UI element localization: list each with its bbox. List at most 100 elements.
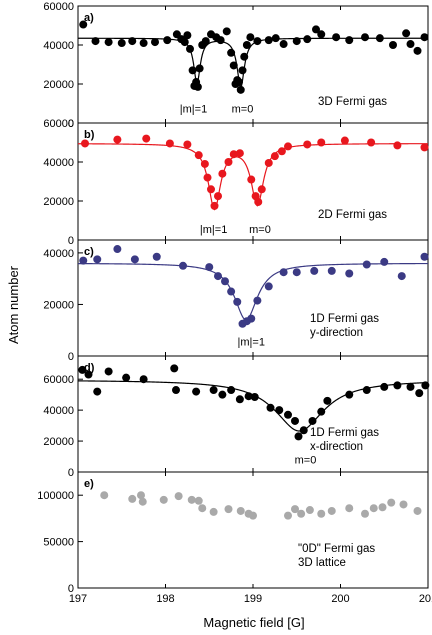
data-point [205, 263, 214, 272]
data-point [104, 38, 113, 47]
y-tick-label: 50000 [43, 537, 74, 549]
data-point [362, 260, 371, 269]
panel-letter: c) [84, 246, 94, 258]
panel-label: x-direction [310, 441, 363, 453]
data-point [180, 38, 189, 47]
data-point [104, 367, 113, 376]
data-point [254, 197, 263, 206]
data-point [214, 272, 222, 281]
panel-letter: b) [84, 129, 95, 141]
data-point [246, 33, 255, 42]
data-point [183, 140, 192, 149]
data-point [397, 272, 406, 281]
data-point [187, 495, 196, 504]
data-point [406, 40, 415, 49]
panel-letter: d) [84, 362, 95, 374]
data-point [214, 192, 222, 201]
data-point [139, 375, 148, 384]
annotation-label: m=0 [249, 224, 271, 236]
data-point [78, 365, 87, 374]
y-tick-label: 40000 [43, 40, 74, 52]
data-point [93, 255, 102, 264]
data-point [387, 498, 396, 507]
data-point [137, 491, 145, 500]
panel-label: y-direction [310, 327, 363, 339]
data-point [253, 37, 262, 46]
data-point [218, 390, 227, 399]
x-axis-title: Magnetic field [G] [203, 615, 304, 630]
data-point [91, 37, 100, 46]
data-point [163, 36, 172, 45]
data-point [332, 33, 341, 42]
data-point [233, 297, 242, 306]
data-point [170, 364, 179, 373]
panel-label: 3D Fermi gas [318, 96, 387, 108]
data-point [195, 64, 204, 73]
data-point [294, 432, 303, 441]
data-point [253, 296, 262, 305]
data-point [264, 282, 273, 291]
x-tick-label: 201 [419, 593, 432, 605]
data-point [227, 287, 236, 296]
data-point [317, 407, 326, 416]
data-point [284, 142, 292, 151]
panel-label: 1D Fermi gas [310, 427, 379, 439]
data-point [193, 82, 202, 91]
y-tick-label: 40000 [43, 405, 74, 417]
data-point [218, 169, 227, 178]
data-point [393, 141, 402, 150]
x-tick-label: 199 [244, 593, 262, 605]
fit-curve [78, 37, 428, 89]
data-point [128, 37, 137, 46]
y-tick-label: 60000 [43, 1, 74, 13]
data-point [235, 78, 243, 87]
data-point [327, 506, 336, 515]
data-point [305, 506, 314, 515]
panel-frame [77, 471, 429, 589]
data-point [210, 201, 219, 210]
data-point [236, 85, 245, 94]
data-point [194, 496, 203, 505]
y-tick-label: 0 [68, 583, 74, 595]
data-point [375, 34, 384, 43]
panel-label: 3D lattice [298, 557, 346, 569]
data-point [361, 509, 369, 518]
y-tick-label: 20000 [43, 436, 74, 448]
data-point [275, 406, 284, 415]
y-tick-label: 60000 [43, 118, 74, 130]
y-tick-label: 20000 [43, 299, 74, 311]
data-point [279, 268, 288, 277]
data-point [249, 511, 257, 520]
panel-b: 0 20000 40000 60000 b) 2D Fermi gas |m|=1 m=0 [43, 118, 429, 247]
data-point [79, 256, 88, 265]
data-point [312, 25, 320, 34]
data-point [203, 173, 212, 182]
data-point [406, 382, 415, 391]
data-point [292, 37, 301, 46]
data-point [402, 29, 411, 38]
data-point [117, 39, 126, 48]
panel-c: 0 20000 40000 c) 1D Fermi gas y-direction |m|=… [43, 239, 429, 363]
data-point [235, 149, 244, 158]
data-point [194, 151, 203, 160]
data-point [279, 40, 288, 49]
data-point [209, 386, 218, 395]
data-point [303, 35, 312, 44]
data-point [183, 31, 192, 40]
data-point [299, 426, 308, 435]
data-point [393, 381, 402, 390]
data-point [369, 504, 378, 513]
data-point [192, 387, 201, 396]
data-point [266, 403, 275, 412]
data-point [420, 143, 429, 152]
x-tick-label: 197 [69, 593, 87, 605]
data-point [172, 386, 180, 395]
data-point [303, 140, 312, 149]
data-point [247, 175, 256, 184]
data-point [122, 373, 131, 382]
data-point [159, 495, 168, 504]
x-tick-labels: 197 198 199 200 201 [69, 593, 432, 605]
data-point [174, 492, 183, 501]
panel-frame [77, 355, 429, 473]
data-point [271, 34, 280, 43]
